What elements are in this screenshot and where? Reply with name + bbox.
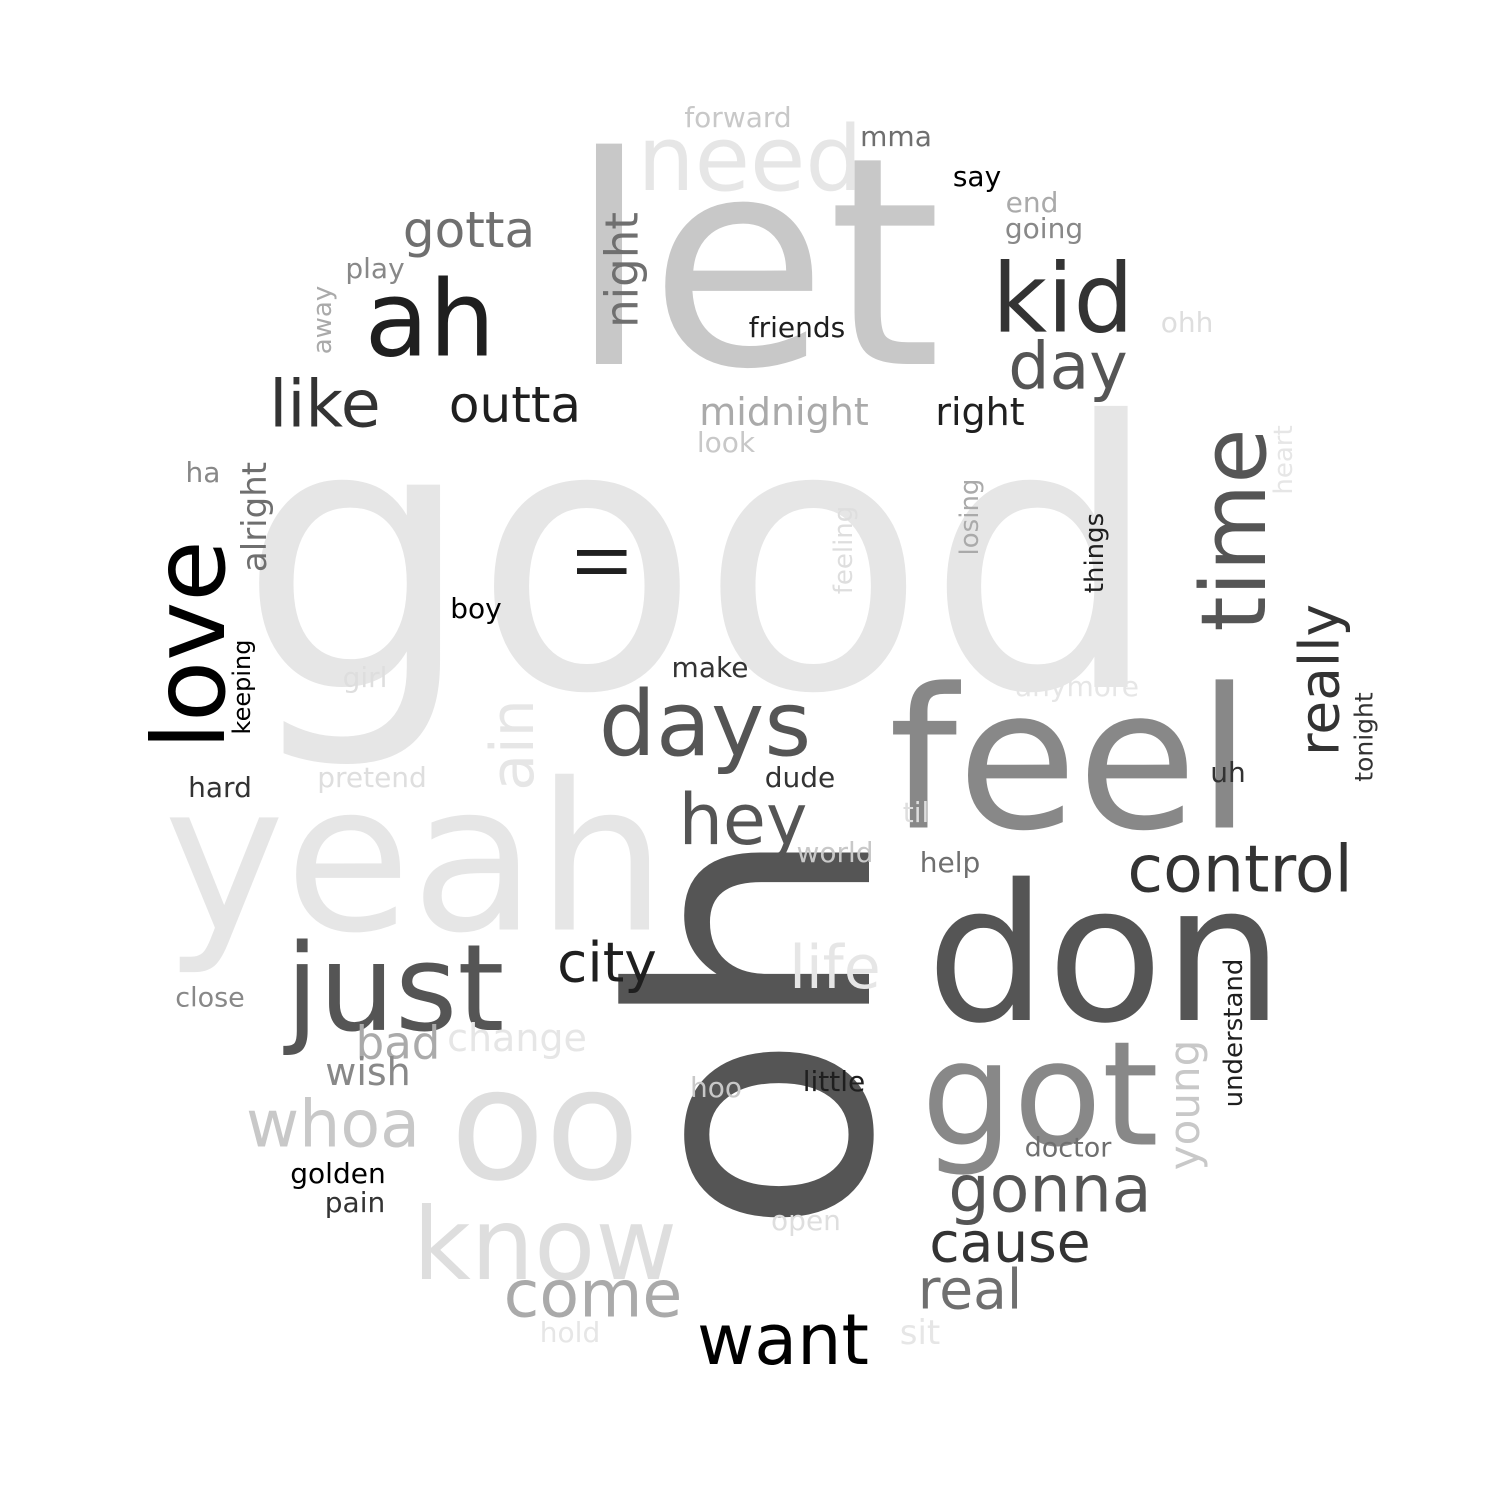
word-control: control [1127,832,1353,908]
word-young: young [1160,1039,1209,1171]
word-yeah: yeah [163,740,667,979]
word-play: play [345,252,405,285]
word-make: make [671,651,749,684]
word-forward: forward [684,101,792,134]
word-say: say [952,160,1002,193]
word-boy: boy [450,592,502,625]
word-midnight: midnight [699,390,869,434]
word-feeling: feeling [829,505,859,595]
word-uh: uh [1210,756,1246,789]
word-hard: hard [188,771,252,804]
word-hey: hey [678,779,808,861]
word-hold: hold [539,1316,601,1349]
word-gonna: gonna [948,1152,1152,1228]
word-gotta: gotta [402,201,536,259]
word-look: look [696,426,756,459]
word-like: like [269,367,381,443]
word-know: know [412,1186,678,1303]
word-world: world [796,836,874,869]
word-ain: ain [478,699,548,791]
word-ll: ll [567,543,643,581]
word-hoo: hoo [689,1071,743,1104]
word-pretend: pretend [317,761,427,794]
word-got: got [921,1010,1159,1180]
word-outta: outta [448,376,582,434]
word-tonight: tonight [1349,692,1379,782]
word-city: city [557,930,657,995]
word-feel: feel [888,646,1252,874]
word-ah: ah [364,258,496,381]
word-friends: friends [748,311,846,344]
word-night: night [595,212,649,328]
word-little: little [802,1065,866,1098]
word-really: really [1287,603,1352,757]
word-golden: golden [290,1157,386,1190]
word-want: want [697,1299,869,1381]
word-cause: cause [929,1210,1091,1275]
word-losing: losing [955,478,985,556]
word-time: time [1182,428,1287,632]
word-don: don [926,844,1284,1065]
word-just: just [285,920,505,1059]
word-sit: sit [899,1313,941,1353]
word-wish: wish [325,1050,411,1094]
word-ha: ha [185,456,221,489]
word-end: end [1005,186,1059,219]
word-alright: alright [235,461,275,573]
word-let: let [568,96,942,433]
word-ohh: ohh [1160,306,1214,339]
word-help: help [919,846,981,879]
word-anymore: anymore [1014,670,1140,703]
word-love: love [131,540,248,750]
word-whoa: whoa [246,1087,420,1163]
word-going: going [1004,212,1084,245]
word-doctor: doctor [1024,1132,1112,1164]
word-til: til [902,796,930,829]
word-need: need [637,107,863,212]
word-close: close [175,982,245,1014]
word-mma: mma [860,120,932,153]
word-kid: kid [992,244,1134,355]
word-dude: dude [764,761,836,794]
word-day: day [1008,329,1128,405]
word-real: real [917,1257,1023,1322]
word-things: things [1080,512,1110,594]
word-bad: bad [355,1016,441,1070]
word-pain: pain [324,1186,386,1219]
word-life: life [789,933,881,1003]
word-good: good [238,345,1162,775]
word-away: away [308,285,338,355]
word-days: days [598,672,812,777]
word-keeping: keeping [228,639,256,735]
word-heart: heart [1269,425,1299,495]
word-oo: oo [450,1034,640,1216]
word-girl: girl [342,661,388,694]
word-right: right [935,390,1025,434]
word-open: open [771,1204,841,1237]
word-change: change [447,1016,587,1060]
word-understand: understand [1219,958,1249,1108]
word-come: come [503,1257,683,1333]
